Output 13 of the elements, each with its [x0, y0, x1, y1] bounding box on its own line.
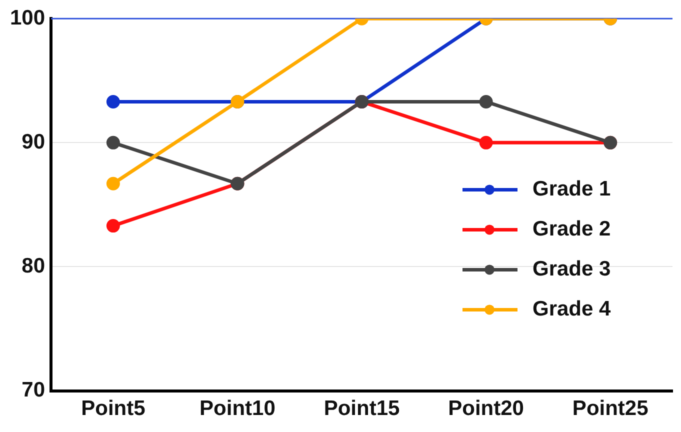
y-tick-label: 100: [10, 6, 46, 30]
x-tick-label: Point10: [200, 397, 276, 420]
x-tick-label: Point20: [448, 397, 524, 420]
y-tick-label: 80: [22, 254, 46, 278]
x-tick-label: Point5: [81, 397, 146, 420]
legend-label: Grade 2: [532, 217, 611, 240]
legend-label: Grade 1: [532, 177, 612, 200]
x-tick-label: Point25: [572, 397, 649, 420]
x-tick-label: Point15: [324, 397, 400, 420]
legend-label: Grade 3: [532, 257, 611, 280]
y-tick-label: 90: [22, 130, 46, 154]
legend-label: Grade 4: [532, 297, 612, 320]
y-tick-label: 70: [22, 378, 46, 402]
